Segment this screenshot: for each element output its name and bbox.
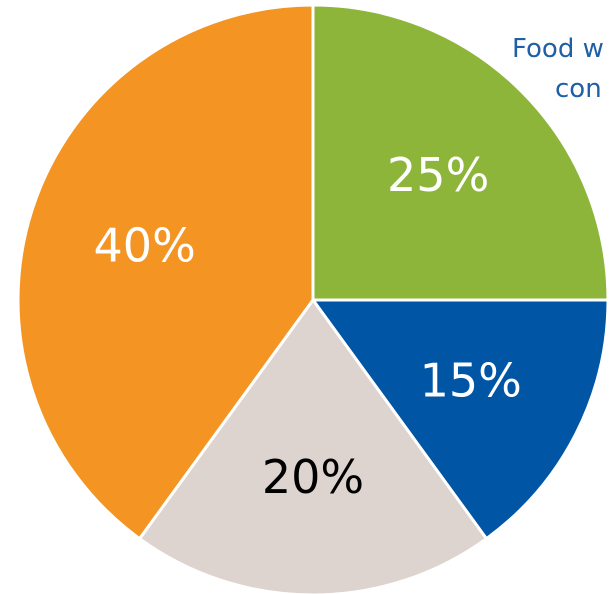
pie-slice-20 <box>138 298 488 594</box>
pie-labels: 25% 15% 20% 40% <box>94 148 522 504</box>
slice-label-25: 25% <box>387 148 489 202</box>
annotation-line-2: con <box>555 74 602 104</box>
pie-slices <box>16 3 609 594</box>
slice-label-15: 15% <box>420 353 522 407</box>
pie-slice-15 <box>311 298 609 541</box>
pie-slice-25 <box>311 3 609 302</box>
slice-label-40: 40% <box>94 218 196 272</box>
slice-label-20: 20% <box>262 450 364 504</box>
annotation-line-1: Food w <box>512 34 604 64</box>
pie-slice-40 <box>16 3 315 541</box>
